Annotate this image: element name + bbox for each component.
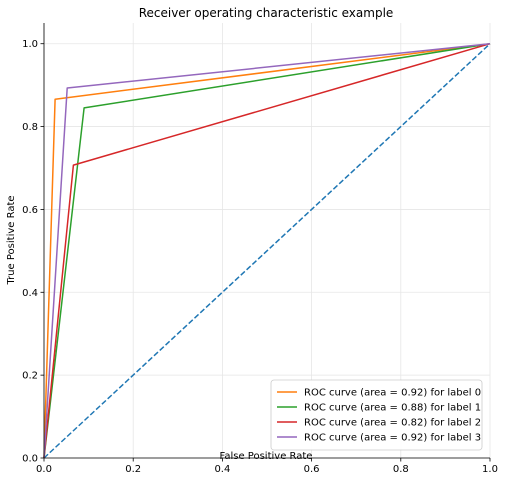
legend-box xyxy=(270,379,483,451)
x-tick-label-5: 1.0 xyxy=(482,464,498,475)
y-tick-label-2: 0.4 xyxy=(22,288,38,299)
y-axis-label: True Positive Rate xyxy=(6,195,17,285)
axes xyxy=(43,23,490,459)
x-tick-label-4: 0.8 xyxy=(393,464,409,475)
x-tick-label-0: 0.0 xyxy=(36,464,52,475)
legend-entry-2: ROC curve (area = 0.82) for label 2 xyxy=(304,418,481,429)
legend-entry-1: ROC curve (area = 0.88) for label 1 xyxy=(304,403,481,414)
legend-entry-0: ROC curve (area = 0.92) for label 0 xyxy=(304,388,481,399)
series-line-label-1 xyxy=(43,42,491,459)
plot-area xyxy=(43,42,491,459)
reference-diagonal-line xyxy=(43,43,491,459)
series-line-label-2 xyxy=(43,42,491,459)
legend: ROC curve (area = 0.92) for label 0 ROC c… xyxy=(270,379,483,451)
x-tick-label-2: 0.4 xyxy=(214,464,230,475)
y-tick-label-4: 0.8 xyxy=(22,122,38,133)
legend-entry-3: ROC curve (area = 0.92) for label 3 xyxy=(304,433,481,444)
grid xyxy=(43,23,491,459)
x-tick-label-3: 0.6 xyxy=(304,464,320,475)
y-tick-label-3: 0.6 xyxy=(22,205,38,216)
y-tick-label-0: 0.0 xyxy=(22,454,38,465)
y-tick-label-1: 0.2 xyxy=(22,371,38,382)
x-axis-label: False Positive Rate xyxy=(220,451,313,462)
y-tick-label-5: 1.0 xyxy=(22,39,38,50)
series-line-label-3 xyxy=(43,42,491,459)
ticks: 0.0 0.2 0.4 0.6 0.8 1.0 0.0 0.2 0.4 0.6 0.8 1.0 xyxy=(22,39,498,475)
series-line-label-0 xyxy=(43,42,491,459)
x-tick-label-1: 0.2 xyxy=(125,464,141,475)
chart-title: Receiver operating characteristic exampl… xyxy=(139,6,394,20)
